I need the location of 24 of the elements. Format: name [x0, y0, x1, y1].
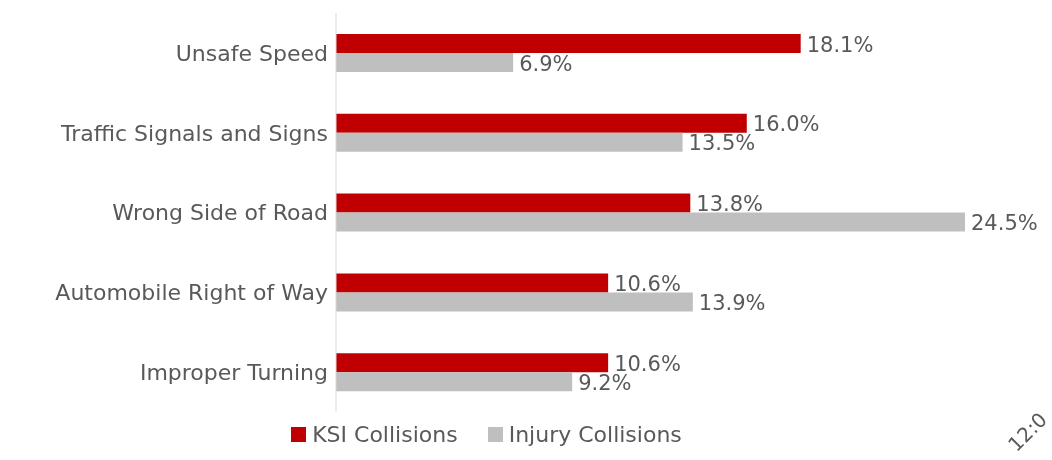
y-tick-label: Wrong Side of Road — [112, 200, 328, 226]
y-tick-label: Unsafe Speed — [175, 40, 328, 66]
data-label: 9.2% — [578, 370, 632, 395]
bar — [336, 53, 514, 72]
data-label: 6.9% — [519, 51, 573, 76]
y-tick-label: Improper Turning — [139, 359, 328, 385]
legend-label: KSI Collisions — [311, 422, 458, 447]
bar — [336, 372, 573, 392]
legend-label: Injury Collisions — [507, 422, 682, 447]
data-label: 13.8% — [696, 192, 764, 217]
bar — [336, 273, 609, 293]
bar — [336, 193, 691, 213]
bar — [336, 132, 683, 152]
data-label: 24.5% — [971, 211, 1038, 236]
y-tick-label: Traffic Signals and Signs — [60, 120, 328, 146]
y-tick-label: Automobile Right of Way — [55, 280, 328, 306]
data-label: 10.6% — [614, 271, 681, 296]
bar — [336, 34, 801, 53]
data-label: 18.1% — [806, 32, 874, 57]
bar — [336, 113, 747, 133]
bar — [336, 292, 693, 312]
data-label: 13.9% — [698, 290, 766, 315]
bar — [336, 353, 609, 373]
bar — [336, 212, 965, 232]
